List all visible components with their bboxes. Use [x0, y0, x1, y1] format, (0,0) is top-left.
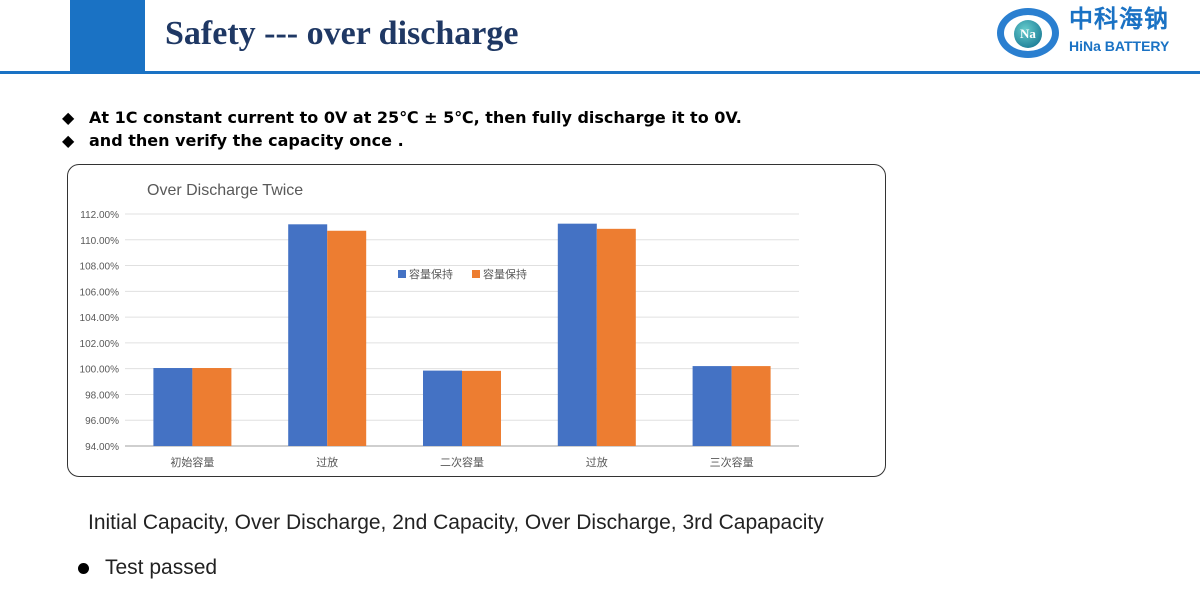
header-accent-block: [70, 0, 145, 74]
y-tick-label: 106.00%: [80, 287, 120, 298]
bullet-item: ◆ At 1C constant current to 0V at 25℃ ± 5…: [62, 108, 742, 127]
bullet-dot-icon: [78, 562, 89, 574]
diamond-bullet-icon: ◆: [62, 131, 75, 150]
bar-series2: [596, 228, 636, 446]
result-item: Test passed: [78, 555, 217, 581]
x-tick-label: 初始容量: [170, 455, 214, 469]
bar-series1: [423, 370, 462, 446]
logo-en-text: HiNa BATTERY: [1069, 38, 1170, 54]
y-tick-label: 100.00%: [80, 365, 120, 376]
y-tick-label: 112.00%: [80, 210, 119, 221]
company-logo: Na 中科海钠 HiNa BATTERY: [995, 6, 1195, 62]
y-tick-label: 102.00%: [80, 339, 120, 350]
x-tick-label: 三次容量: [710, 455, 754, 469]
bullet-item: ◆ and then verify the capacity once .: [62, 131, 404, 150]
legend-label: 容量保持: [409, 267, 453, 281]
bar-series1: [288, 224, 328, 446]
bar-series2: [327, 230, 367, 446]
y-tick-label: 110.00%: [80, 236, 119, 247]
legend-swatch: [398, 270, 406, 278]
bar-chart: Over Discharge Twice 94.00% 96.00% 98.00% 1…: [80, 182, 799, 469]
bar-series2: [462, 370, 501, 446]
x-tick-label: 过放: [586, 455, 608, 469]
logo-cn-text: 中科海钠: [1069, 6, 1169, 33]
bar-series1: [692, 366, 732, 446]
x-tick-label: 过放: [316, 455, 338, 469]
bar-series2: [192, 368, 232, 446]
x-tick-label: 二次容量: [440, 455, 484, 469]
bar-series1: [557, 223, 597, 446]
y-tick-label: 108.00%: [80, 262, 120, 273]
bar-series1: [153, 368, 193, 446]
y-tick-label: 94.00%: [85, 442, 119, 453]
y-tick-label: 98.00%: [85, 390, 119, 401]
logo-ring-icon: [997, 8, 1059, 58]
bar-series2: [731, 366, 771, 446]
logo-na-icon: Na: [1014, 20, 1042, 48]
y-tick-label: 104.00%: [80, 313, 120, 324]
legend-swatch: [472, 270, 480, 278]
bullet-list: ◆ At 1C constant current to 0V at 25℃ ± 5…: [62, 106, 742, 152]
diamond-bullet-icon: ◆: [62, 108, 75, 127]
legend-label: 容量保持: [483, 267, 527, 281]
chart-caption: Initial Capacity, Over Discharge, 2nd Ca…: [88, 511, 824, 534]
header-divider: [0, 71, 1200, 74]
page-title: Safety --- over discharge: [165, 15, 519, 52]
chart-title: Over Discharge Twice: [147, 182, 303, 199]
y-tick-label: 96.00%: [85, 416, 119, 427]
chart-frame: Over Discharge Twice 94.00% 96.00% 98.00% 1…: [67, 164, 886, 477]
